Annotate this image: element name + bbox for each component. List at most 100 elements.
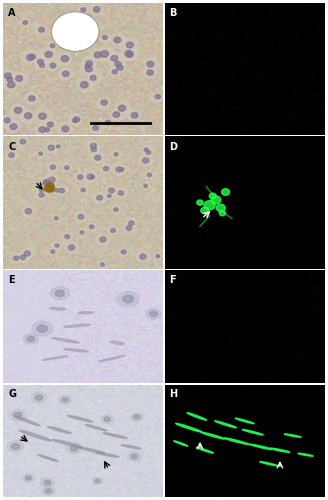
Circle shape (8, 82, 15, 88)
Circle shape (78, 229, 86, 236)
Circle shape (31, 392, 47, 403)
Circle shape (44, 480, 51, 485)
Ellipse shape (78, 312, 93, 314)
Circle shape (123, 223, 135, 233)
Circle shape (147, 173, 152, 176)
Ellipse shape (19, 430, 51, 441)
Circle shape (111, 108, 125, 120)
Circle shape (69, 116, 79, 124)
Circle shape (86, 61, 92, 66)
Ellipse shape (64, 324, 91, 328)
Circle shape (115, 100, 131, 114)
Circle shape (59, 68, 73, 80)
Circle shape (61, 56, 69, 62)
Circle shape (27, 336, 35, 342)
Circle shape (23, 21, 28, 24)
Circle shape (96, 46, 114, 61)
Circle shape (107, 194, 111, 198)
Ellipse shape (242, 430, 263, 435)
Circle shape (21, 206, 35, 217)
Circle shape (37, 186, 46, 194)
Circle shape (136, 251, 150, 262)
Circle shape (216, 204, 225, 212)
Ellipse shape (52, 338, 79, 343)
Circle shape (21, 50, 37, 64)
Circle shape (121, 46, 138, 60)
Circle shape (29, 96, 35, 101)
Circle shape (123, 50, 137, 61)
Circle shape (112, 70, 117, 74)
Circle shape (45, 128, 50, 132)
Circle shape (0, 70, 16, 82)
Circle shape (143, 148, 154, 156)
Circle shape (127, 108, 141, 120)
Circle shape (76, 78, 93, 92)
Circle shape (123, 295, 133, 302)
Circle shape (1, 115, 14, 126)
Circle shape (10, 124, 17, 130)
Circle shape (101, 34, 111, 43)
Circle shape (45, 52, 52, 58)
Circle shape (5, 73, 11, 78)
Circle shape (73, 117, 80, 122)
Circle shape (147, 62, 154, 67)
Circle shape (131, 112, 138, 118)
Circle shape (131, 454, 138, 459)
Circle shape (145, 171, 154, 178)
Circle shape (51, 287, 69, 300)
Circle shape (100, 237, 106, 242)
Circle shape (50, 165, 55, 170)
Circle shape (41, 177, 52, 186)
Circle shape (53, 186, 62, 194)
Circle shape (114, 208, 118, 212)
Circle shape (39, 178, 53, 189)
Circle shape (46, 60, 58, 70)
Circle shape (80, 62, 96, 76)
Circle shape (128, 452, 141, 462)
Circle shape (11, 72, 27, 85)
Circle shape (44, 186, 52, 192)
Circle shape (201, 207, 209, 214)
Circle shape (93, 7, 100, 12)
Circle shape (35, 395, 43, 400)
Circle shape (39, 28, 44, 32)
Circle shape (100, 164, 112, 173)
Circle shape (91, 176, 94, 178)
Circle shape (209, 193, 216, 199)
Circle shape (115, 188, 127, 198)
Circle shape (46, 182, 54, 190)
Circle shape (83, 171, 97, 182)
Ellipse shape (176, 424, 202, 432)
Circle shape (156, 254, 160, 258)
Circle shape (116, 65, 123, 70)
Circle shape (112, 60, 126, 72)
Circle shape (103, 36, 107, 40)
Circle shape (123, 38, 139, 51)
Circle shape (78, 175, 83, 180)
Circle shape (87, 222, 96, 230)
Circle shape (204, 200, 215, 210)
Circle shape (142, 66, 156, 78)
Circle shape (92, 48, 107, 61)
Text: C: C (8, 142, 15, 152)
Circle shape (62, 398, 68, 402)
Circle shape (30, 54, 36, 59)
Ellipse shape (121, 445, 141, 449)
Circle shape (147, 70, 154, 75)
Circle shape (34, 24, 47, 34)
Circle shape (108, 52, 123, 64)
Circle shape (39, 113, 46, 119)
Circle shape (54, 216, 58, 220)
Circle shape (87, 174, 93, 180)
Circle shape (112, 151, 120, 158)
Circle shape (151, 93, 162, 102)
Circle shape (53, 242, 62, 249)
Circle shape (65, 242, 78, 254)
Circle shape (54, 143, 62, 150)
Ellipse shape (42, 356, 68, 360)
Circle shape (95, 155, 101, 160)
Circle shape (36, 110, 52, 123)
Circle shape (17, 137, 29, 146)
Circle shape (62, 126, 69, 132)
Circle shape (140, 254, 146, 259)
